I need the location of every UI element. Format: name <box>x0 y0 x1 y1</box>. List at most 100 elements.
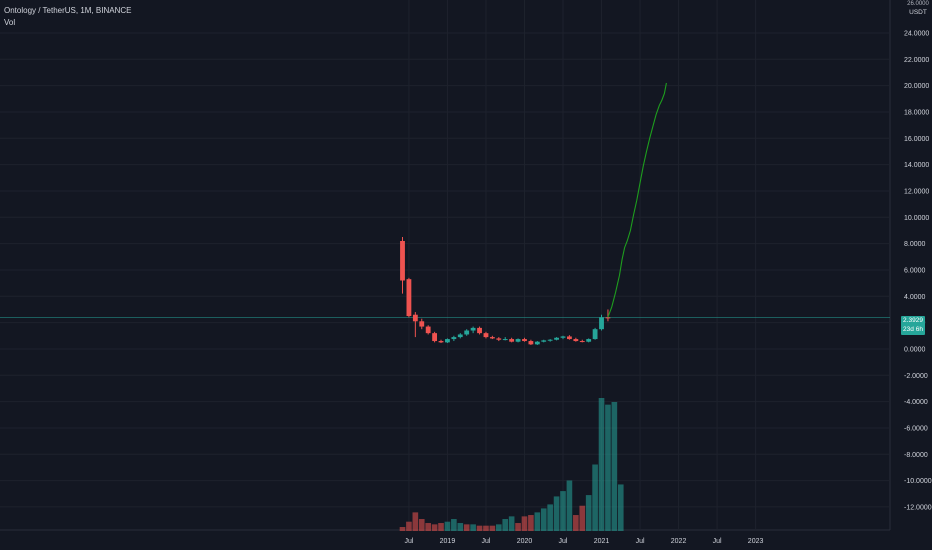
candle-body <box>522 339 527 342</box>
candle-body <box>445 339 450 343</box>
price-tick-label: 8.0000 <box>904 241 926 248</box>
time-tick-label: 2021 <box>594 538 610 545</box>
unit-label: USDT <box>909 9 927 16</box>
time-tick-label: 2020 <box>517 538 533 545</box>
volume-bar <box>592 464 598 531</box>
volume-bar <box>598 398 605 531</box>
volume-bar <box>611 401 618 531</box>
candle-body <box>502 339 508 341</box>
candle-body <box>477 327 482 334</box>
candle-body <box>438 341 444 343</box>
volume-label[interactable]: Vol <box>4 18 16 27</box>
candle-body <box>451 337 457 340</box>
volume-bar <box>573 515 579 531</box>
candle-body <box>470 327 476 331</box>
time-tick-label: Jul <box>636 538 645 545</box>
candle-body <box>400 240 405 281</box>
volume-bar <box>566 480 573 531</box>
last-price-tag: 2.3929 23d 6h <box>901 316 925 335</box>
candlestick-series <box>400 237 611 345</box>
time-tick-label: 2022 <box>671 538 687 545</box>
candle-body <box>567 336 572 340</box>
volume-bar <box>438 523 444 531</box>
volume-bar <box>444 521 451 531</box>
candle-body <box>599 317 604 330</box>
volume-bar <box>585 495 592 531</box>
volume-bar <box>521 516 528 531</box>
candle-body <box>406 279 412 317</box>
volume-bar <box>540 508 547 531</box>
candle-body <box>605 317 611 319</box>
time-axis[interactable]: Jul 2019 Jul 2020 Jul 2021 Jul 2022 Jul 2023 <box>404 538 763 545</box>
price-tick-label: -10.0000 <box>904 478 932 485</box>
volume-bar <box>579 505 586 531</box>
volume-bar <box>425 523 431 531</box>
price-tick-label: -2.0000 <box>904 373 928 380</box>
candle-body <box>464 330 470 335</box>
candle-body <box>515 339 521 342</box>
price-tick-label: -12.0000 <box>904 504 932 511</box>
symbol-title[interactable]: Ontology / TetherUS, 1M, BINANCE <box>4 6 132 15</box>
volume-bar <box>553 496 560 531</box>
candle-body <box>541 340 547 342</box>
price-tick-label: 16.0000 <box>904 136 929 143</box>
time-tick-label: 2019 <box>440 538 456 545</box>
volume-bar <box>412 512 419 531</box>
time-tick-label: Jul <box>559 538 568 545</box>
price-tick-label: 12.0000 <box>904 188 929 195</box>
candle-body <box>547 339 553 341</box>
price-tick-label: 22.0000 <box>904 57 929 64</box>
price-tick-label: 10.0000 <box>904 215 929 222</box>
candle-body <box>496 338 502 340</box>
candle-body <box>489 337 495 339</box>
volume-bar <box>431 524 438 531</box>
volume-bar <box>515 523 521 531</box>
time-tick-label: Jul <box>404 538 413 545</box>
candle-body <box>579 341 585 343</box>
candle-body <box>560 336 566 338</box>
chart-grid <box>0 0 891 531</box>
candle-body <box>509 339 515 342</box>
price-tick-label: 18.0000 <box>904 109 929 116</box>
volume-bar <box>470 524 476 531</box>
price-tick-label: -6.0000 <box>904 425 928 432</box>
top-scale-label: 26.0000 <box>907 1 929 7</box>
candle-body <box>412 314 418 322</box>
price-tick-label: 14.0000 <box>904 162 929 169</box>
time-tick-label: Jul <box>713 538 722 545</box>
volume-bar <box>605 404 611 531</box>
volume-bar <box>406 521 412 531</box>
price-tick-label: 6.0000 <box>904 267 926 274</box>
time-tick-label: Jul <box>481 538 490 545</box>
candle-body <box>483 333 489 338</box>
candle-body <box>432 333 438 342</box>
candle-body <box>554 337 559 340</box>
price-axis[interactable]: 24.0000 22.0000 20.0000 18.0000 16.0000 14.00… <box>904 30 932 511</box>
volume-bar <box>451 519 457 531</box>
volume-bar <box>489 525 496 531</box>
chart-legend: Ontology / TetherUS, 1M, BINANCE Vol <box>4 5 131 29</box>
price-tick-label: 20.0000 <box>904 83 929 90</box>
volume-bar <box>483 525 489 531</box>
candle-body <box>573 339 579 342</box>
volume-bar <box>502 519 509 531</box>
volume-bar <box>534 512 541 531</box>
volume-bar <box>547 504 553 531</box>
volume-bar <box>418 519 425 531</box>
price-tick-label: 24.0000 <box>904 30 929 37</box>
price-tick-label: -8.0000 <box>904 452 928 459</box>
volume-bar <box>560 491 566 531</box>
volume-bar <box>463 524 470 531</box>
price-tick-label: 0.0000 <box>904 346 926 353</box>
volume-bars <box>399 398 624 531</box>
volume-bar <box>399 527 406 531</box>
price-unit: 26.0000 USDT <box>906 0 930 17</box>
candle-body <box>457 334 463 338</box>
projection-path <box>607 82 667 318</box>
volume-bar <box>495 524 502 531</box>
volume-bar <box>476 525 483 531</box>
candle-body <box>425 326 431 334</box>
candle-body <box>419 321 425 327</box>
volume-bar <box>457 523 464 531</box>
